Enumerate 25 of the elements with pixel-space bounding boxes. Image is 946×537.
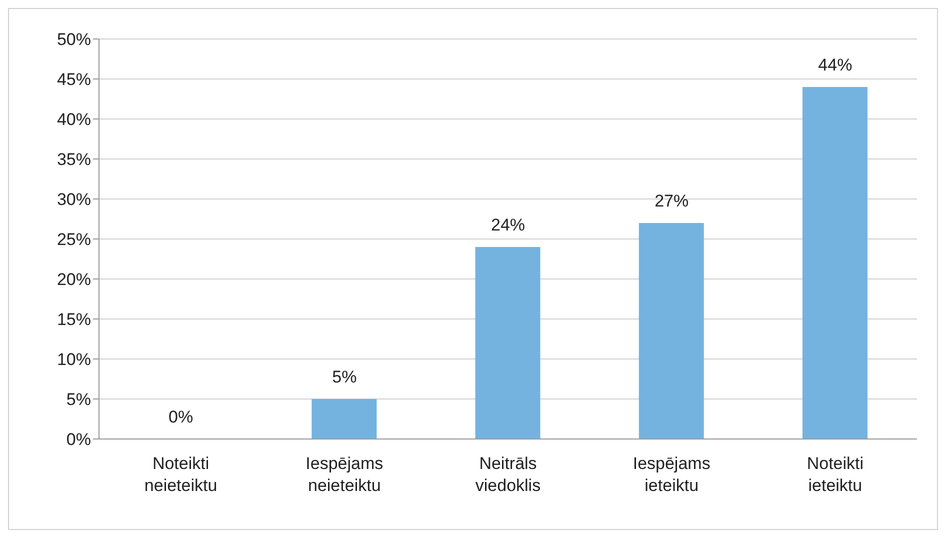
y-tick-label: 5% xyxy=(66,390,91,410)
y-tick-label: 20% xyxy=(56,270,91,290)
x-tick-label: Iespējams ieteiktu xyxy=(632,454,710,495)
bar xyxy=(638,223,704,439)
y-tick-label: 25% xyxy=(56,230,91,250)
bar xyxy=(475,247,540,439)
y-tick-label: 10% xyxy=(56,350,91,370)
bar xyxy=(312,399,377,439)
y-tick-label: 0% xyxy=(66,430,91,450)
bar xyxy=(802,87,868,439)
y-tick-label: 45% xyxy=(56,70,91,90)
y-tick-label: 30% xyxy=(56,190,91,210)
y-tick-label: 15% xyxy=(56,310,91,330)
data-label: 27% xyxy=(654,191,689,210)
data-label: 5% xyxy=(332,367,357,386)
data-label: 44% xyxy=(818,55,852,74)
y-tick-label: 35% xyxy=(56,150,91,170)
data-label: 0% xyxy=(168,407,194,426)
y-tick-label: 40% xyxy=(56,110,91,130)
x-tick-label: Noteikti neieteiktu xyxy=(144,454,218,495)
x-tick-label: Noteikti ieteiktu xyxy=(806,454,864,495)
data-label: 24% xyxy=(490,215,526,234)
x-tick-label: Iespējams neieteiktu xyxy=(306,454,384,495)
x-tick-label: Neitrāls viedoklis xyxy=(475,454,541,495)
y-tick-label: 50% xyxy=(56,30,91,50)
